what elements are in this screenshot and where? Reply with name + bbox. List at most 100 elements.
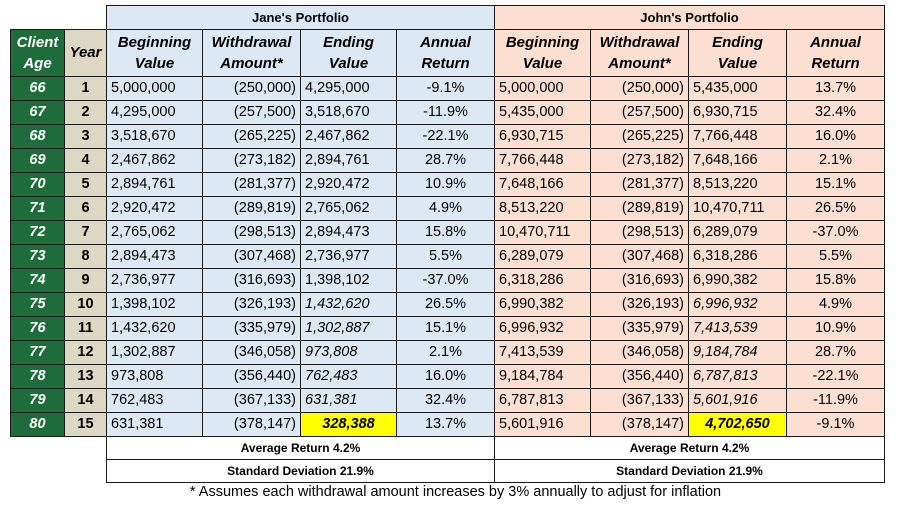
john-ending-value-cell: 6,289,079 [688, 219, 787, 245]
john-beginning-value-cell: 5,435,000 [494, 99, 591, 125]
table-row: 72 7 2,765,062 (298,513) 2,894,473 15.8% 10,47… [10, 219, 885, 245]
jane-withdrawal-amount-cell: (273,182) [202, 147, 301, 173]
year-cell: 11 [64, 315, 107, 341]
jane-beginning-value-cell: 762,483 [106, 387, 203, 413]
john-withdrawal-amount-header: Withdrawal Amount* [590, 28, 689, 77]
jane-annual-return-cell: 26.5% [396, 291, 495, 317]
john-withdrawal-amount-cell: (250,000) [590, 75, 689, 101]
john-withdrawal-amount-cell: (289,819) [590, 195, 689, 221]
year-header: Year [64, 28, 107, 77]
client-age-cell: 69 [10, 147, 65, 173]
jane-portfolio-title: Jane's Portfolio [106, 5, 495, 30]
jane-withdrawal-amount-cell: (265,225) [202, 123, 301, 149]
jane-ending-value-cell: 2,920,472 [300, 171, 397, 197]
jane-beginning-value-cell: 2,736,977 [106, 267, 203, 293]
blank-cell [10, 436, 65, 460]
john-beginning-value-cell: 6,990,382 [494, 291, 591, 317]
jane-withdrawal-amount-cell: (367,133) [202, 387, 301, 413]
jane-annual-return-cell: -11.9% [396, 99, 495, 125]
year-cell: 15 [64, 411, 107, 437]
john-withdrawal-amount-cell: (298,513) [590, 219, 689, 245]
blank-corner [64, 5, 107, 29]
jane-withdrawal-amount-cell: (356,440) [202, 363, 301, 389]
table-row: 78 13 973,808 (356,440) 762,483 16.0% 9,184,78… [10, 363, 885, 389]
jane-ending-value-cell: 328,388 [300, 411, 397, 437]
john-ending-value-cell: 9,184,784 [688, 339, 787, 365]
john-annual-return-cell: 4.9% [786, 291, 885, 317]
table-row: 76 11 1,432,620 (335,979) 1,302,887 15.1% 6,99… [10, 315, 885, 341]
blank-cell [64, 436, 107, 460]
table-row: 68 3 3,518,670 (265,225) 2,467,862 -22.1% 6,93… [10, 123, 885, 149]
jane-beginning-value-header: Beginning Value [106, 28, 203, 77]
jane-annual-return-cell: -9.1% [396, 75, 495, 101]
john-ending-value-cell: 6,318,286 [688, 243, 787, 269]
table-row: 79 14 762,483 (367,133) 631,381 32.4% 6,787,81… [10, 387, 885, 413]
john-ending-value-cell: 10,470,711 [688, 195, 787, 221]
john-ending-value-cell: 7,648,166 [688, 147, 787, 173]
year-cell: 5 [64, 171, 107, 197]
year-cell: 12 [64, 339, 107, 365]
john-withdrawal-amount-cell: (346,058) [590, 339, 689, 365]
john-annual-return-cell: -37.0% [786, 219, 885, 245]
jane-annual-return-cell: 32.4% [396, 387, 495, 413]
john-annual-return-cell: 32.4% [786, 99, 885, 125]
portfolio-title-row: Jane's Portfolio John's Portfolio [10, 5, 885, 30]
year-cell: 8 [64, 243, 107, 269]
year-cell: 10 [64, 291, 107, 317]
john-beginning-value-cell: 6,996,932 [494, 315, 591, 341]
john-portfolio-title: John's Portfolio [494, 5, 885, 30]
jane-beginning-value-cell: 2,894,761 [106, 171, 203, 197]
john-ending-value-cell: 6,787,813 [688, 363, 787, 389]
year-cell: 13 [64, 363, 107, 389]
jane-beginning-value-cell: 2,894,473 [106, 243, 203, 269]
john-annual-return-cell: -22.1% [786, 363, 885, 389]
jane-ending-value-cell: 973,808 [300, 339, 397, 365]
john-annual-return-cell: 13.7% [786, 75, 885, 101]
jane-beginning-value-cell: 4,295,000 [106, 99, 203, 125]
john-beginning-value-cell: 5,601,916 [494, 411, 591, 437]
client-age-cell: 74 [10, 267, 65, 293]
jane-standard-deviation: Standard Deviation 21.9% [106, 459, 495, 483]
year-cell: 6 [64, 195, 107, 221]
jane-ending-value-cell: 631,381 [300, 387, 397, 413]
jane-ending-value-cell: 4,295,000 [300, 75, 397, 101]
john-ending-value-cell: 7,766,448 [688, 123, 787, 149]
table-row: 80 15 631,381 (378,147) 328,388 13.7% 5,601,91… [10, 411, 885, 437]
jane-beginning-value-cell: 2,765,062 [106, 219, 203, 245]
client-age-cell: 67 [10, 99, 65, 125]
john-withdrawal-amount-cell: (316,693) [590, 267, 689, 293]
john-annual-return-header: Annual Return [786, 28, 885, 77]
jane-beginning-value-cell: 3,518,670 [106, 123, 203, 149]
john-ending-value-cell: 8,513,220 [688, 171, 787, 197]
john-withdrawal-amount-cell: (273,182) [590, 147, 689, 173]
table-row: 70 5 2,894,761 (281,377) 2,920,472 10.9% 7,648… [10, 171, 885, 197]
john-annual-return-cell: 10.9% [786, 315, 885, 341]
jane-ending-value-cell: 1,398,102 [300, 267, 397, 293]
footnote: * Assumes each withdrawal amount increas… [189, 484, 722, 500]
jane-average-return: Average Return 4.2% [106, 435, 495, 460]
client-age-cell: 79 [10, 387, 65, 413]
jane-beginning-value-cell: 1,302,887 [106, 339, 203, 365]
average-return-row: Average Return 4.2% Average Return 4.2% [10, 435, 885, 460]
john-withdrawal-amount-cell: (257,500) [590, 99, 689, 125]
jane-annual-return-cell: 10.9% [396, 171, 495, 197]
john-beginning-value-cell: 7,766,448 [494, 147, 591, 173]
jane-withdrawal-amount-cell: (346,058) [202, 339, 301, 365]
jane-annual-return-cell: 2.1% [396, 339, 495, 365]
year-cell: 2 [64, 99, 107, 125]
blank-cell [64, 459, 107, 483]
john-ending-value-cell: 6,990,382 [688, 267, 787, 293]
jane-annual-return-cell: 15.8% [396, 219, 495, 245]
john-withdrawal-amount-cell: (281,377) [590, 171, 689, 197]
year-cell: 7 [64, 219, 107, 245]
year-cell: 14 [64, 387, 107, 413]
year-cell: 9 [64, 267, 107, 293]
jane-annual-return-cell: -37.0% [396, 267, 495, 293]
john-beginning-value-header: Beginning Value [494, 28, 591, 77]
blank-corner [10, 5, 65, 29]
jane-withdrawal-amount-cell: (281,377) [202, 171, 301, 197]
john-ending-value-cell: 7,413,539 [688, 315, 787, 341]
jane-ending-value-cell: 3,518,670 [300, 99, 397, 125]
jane-withdrawal-amount-cell: (307,468) [202, 243, 301, 269]
jane-withdrawal-amount-cell: (257,500) [202, 99, 301, 125]
